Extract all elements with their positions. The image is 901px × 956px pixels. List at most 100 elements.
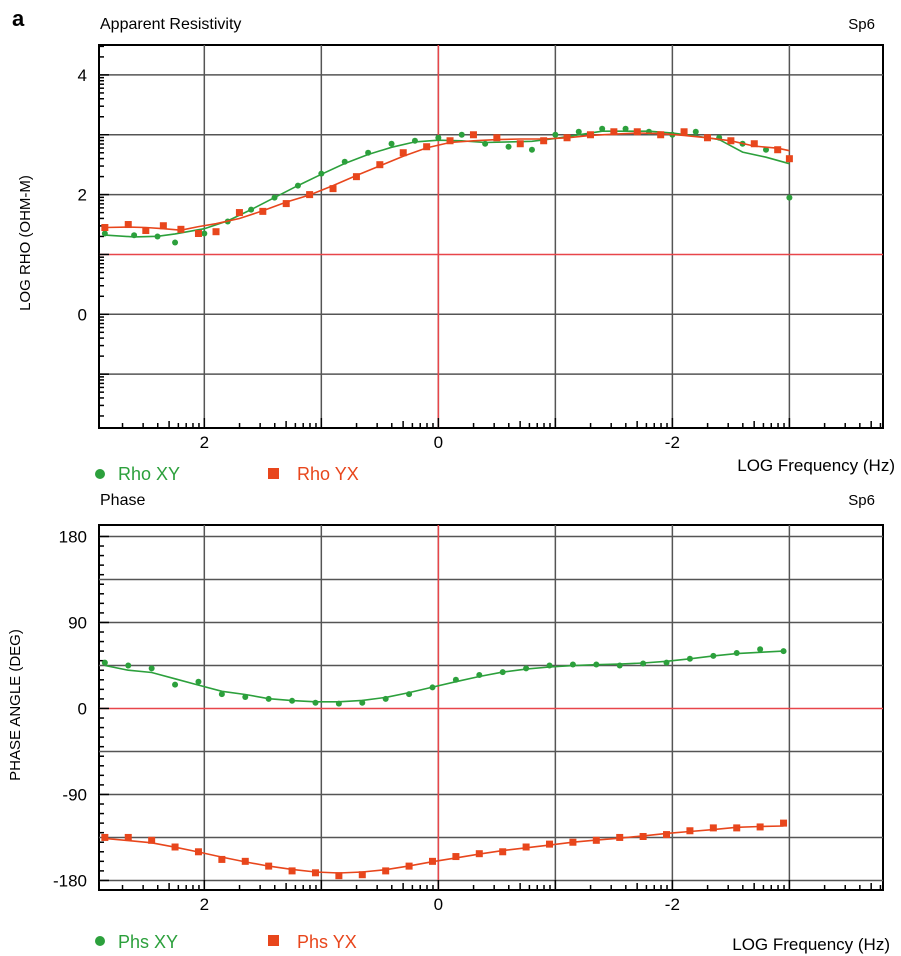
phs-yx-point <box>101 833 109 841</box>
panel-label: a <box>12 6 25 31</box>
rho-yx-point <box>750 140 758 148</box>
rho-yx-point <box>142 227 150 235</box>
phase-frame <box>98 524 884 891</box>
phs-xy-point <box>757 646 764 653</box>
rho-yx-point <box>469 131 477 139</box>
phs-yx-point <box>639 832 647 840</box>
rho-xy-point <box>388 140 395 147</box>
phase-plot-area: 2 0 -2 180 90 0 -90 -180 <box>53 524 884 914</box>
legend-phs-xy-marker <box>95 936 105 946</box>
rho-yx-point <box>657 131 665 139</box>
rho-yx-point <box>563 134 571 142</box>
phs-xy-point <box>616 662 623 669</box>
rho-yx-point <box>446 137 454 145</box>
phs-yx-point <box>733 824 741 832</box>
rho-xy-point <box>552 131 559 138</box>
rho-yx-point <box>352 173 360 181</box>
rho-yx-point <box>610 128 618 136</box>
rho-yx-point <box>493 134 501 142</box>
rho-xy-point <box>599 125 606 132</box>
phs-yx-point <box>499 848 507 856</box>
rho-yx-point <box>376 161 384 169</box>
phs-xy-point <box>125 662 132 669</box>
phs-xy-point <box>780 648 787 655</box>
rho-xy-point <box>528 146 535 153</box>
phs-xy-point <box>640 660 647 667</box>
phs-xy-point <box>663 659 670 666</box>
rho-yx-curve <box>104 132 790 232</box>
phs-yx-point <box>335 872 343 880</box>
rho-yx-point <box>540 137 548 145</box>
rho-yx-point <box>727 137 735 145</box>
rho-xy-point <box>505 143 512 150</box>
phs-xy-point <box>218 691 225 698</box>
rho-xy-point <box>172 239 179 246</box>
rho-xy-point <box>101 230 108 237</box>
phs-yx-point <box>546 840 554 848</box>
rho-yx-point <box>235 209 243 217</box>
phs-xy-point <box>242 693 249 700</box>
phs-xy-point <box>452 676 459 683</box>
rho-yx-point <box>306 191 314 199</box>
phs-yx-point <box>288 867 296 875</box>
phs-yx-point <box>616 833 624 841</box>
phs-yx-point <box>311 869 319 877</box>
phs-yx-point <box>756 823 764 831</box>
phs-yx-point <box>171 843 179 851</box>
phase-legend: Phs XY Phs YX <box>95 932 357 952</box>
rho-yx-point <box>423 143 431 151</box>
phs-xy-point <box>406 691 413 698</box>
rho-xy-point <box>622 125 629 132</box>
rho-xy-point <box>365 149 372 156</box>
rho-xy-point <box>762 146 769 153</box>
phs-xy-point <box>523 665 530 672</box>
phs-yx-point <box>218 855 226 863</box>
rho-yx-point <box>399 149 407 157</box>
legend-phs-xy-label: Phs XY <box>118 932 178 952</box>
rho-x-tick-label: -2 <box>665 433 680 452</box>
phs-xy-point <box>382 695 389 702</box>
phase-x-tick-label: 2 <box>200 895 209 914</box>
phs-xy-point <box>686 655 693 662</box>
phase-x-tick-label: 0 <box>434 895 443 914</box>
rho-yx-point <box>633 128 641 136</box>
phase-y-tick-label: 90 <box>68 613 87 632</box>
rho-yx-point <box>212 228 220 236</box>
phase-x-axis-label: LOG Frequency (Hz) <box>732 935 890 954</box>
rho-yx-point <box>177 225 185 233</box>
phs-xy-point <box>546 662 553 669</box>
phase-y-axis-label: PHASE ANGLE (DEG) <box>7 629 24 781</box>
phs-yx-point <box>382 867 390 875</box>
rho-yx-point <box>680 128 688 136</box>
legend-rho-xy-marker <box>95 469 105 479</box>
rho-xy-point <box>482 140 489 147</box>
rho-x-tick-label: 0 <box>434 433 443 452</box>
phase-y-tick-label: -90 <box>62 785 87 804</box>
rho-yx-point <box>194 230 202 238</box>
phs-yx-curve <box>104 825 784 874</box>
rho-xy-point <box>341 158 348 165</box>
phs-xy-curve <box>104 650 784 703</box>
phs-xy-point <box>101 659 108 666</box>
rho-xy-point <box>575 128 582 135</box>
phs-yx-point <box>592 836 600 844</box>
phs-xy-point <box>312 699 319 706</box>
rho-y-axis-label: LOG RHO (OHM-M) <box>17 175 34 311</box>
rho-xy-point <box>271 194 278 201</box>
legend-rho-xy-label: Rho XY <box>118 464 180 484</box>
phs-xy-point <box>710 652 717 659</box>
rho-xy-curve <box>104 130 790 238</box>
phs-xy-point <box>265 695 272 702</box>
rho-yx-point <box>329 185 337 193</box>
phs-xy-point <box>429 684 436 691</box>
legend-phs-yx-label: Phs YX <box>297 932 357 952</box>
rho-frame <box>98 44 884 429</box>
rho-xy-point <box>294 182 301 189</box>
rho-panel: Apparent Resistivity Sp6 2 0 -2 4 2 0 LOG RHO… <box>17 16 895 484</box>
rho-yx-point <box>586 131 594 139</box>
phs-xy-point <box>476 672 483 679</box>
rho-yx-point <box>259 207 267 215</box>
phs-yx-point <box>780 819 788 827</box>
phs-xy-point <box>733 650 740 657</box>
